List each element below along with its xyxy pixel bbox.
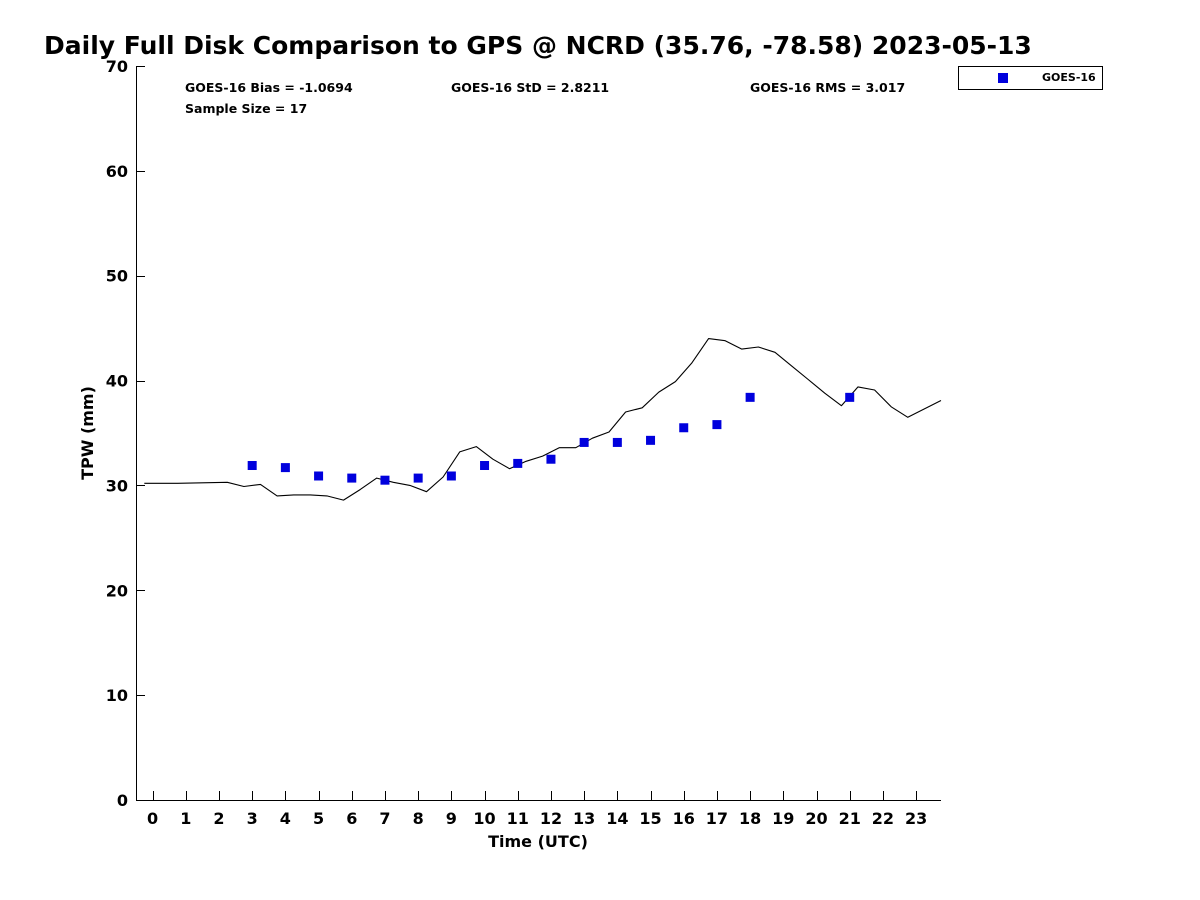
stat-sample-size: Sample Size = 17 [185,101,307,116]
x-axis: 0 1 2 3 4 5 6 7 8 9 10 11 12 13 14 15 16 17 18 19 20 21 22 23 [136,791,941,828]
x-tick-label: 16 [673,809,695,828]
goes16-data-point [480,461,490,471]
x-tick-label: 12 [540,809,562,828]
goes16-data-point [646,435,656,445]
y-tick-label: 20 [106,581,128,600]
gps-series-line [144,338,942,501]
legend-label-goes16: GOES-16 [1042,71,1096,84]
x-tick-label: 6 [346,809,357,828]
goes16-data-point [413,473,423,483]
stat-std: GOES-16 StD = 2.8211 [451,80,609,95]
x-tick-label: 2 [213,809,224,828]
goes16-data-point [280,463,290,473]
x-tick-label: 5 [313,809,324,828]
x-tick-label: 23 [905,809,927,828]
x-tick-label: 18 [739,809,761,828]
stat-rms: GOES-16 RMS = 3.017 [750,80,905,95]
legend-marker-square-icon [998,73,1008,83]
x-tick-label: 1 [180,809,191,828]
x-tick-label: 11 [507,809,529,828]
goes16-data-point [612,437,622,447]
x-tick-label: 7 [379,809,390,828]
x-tick-label: 0 [147,809,158,828]
y-tick-label: 30 [106,476,128,495]
x-tick-label: 15 [639,809,661,828]
legend: GOES-16 [958,66,1103,90]
x-tick-label: 21 [839,809,861,828]
goes16-data-point [745,392,755,402]
x-tick-label: 10 [473,809,495,828]
y-axis: 0 10 20 30 40 50 60 70 [106,57,145,810]
y-tick-label: 0 [117,791,128,810]
goes16-data-point [347,473,357,483]
x-tick-label: 8 [413,809,424,828]
goes16-data-point [380,475,390,485]
x-tick-label: 9 [446,809,457,828]
goes16-data-point [712,420,722,430]
goes16-data-point [679,423,689,433]
goes16-data-point [845,392,855,402]
y-tick-label: 40 [106,372,128,391]
goes16-data-point [579,437,589,447]
stat-bias: GOES-16 Bias = -1.0694 [185,80,353,95]
x-tick-label: 14 [606,809,628,828]
x-tick-label: 13 [573,809,595,828]
x-tick-label: 4 [280,809,291,828]
y-tick-label: 10 [106,686,128,705]
x-tick-label: 20 [805,809,827,828]
goes16-data-point [247,461,257,471]
y-tick-label: 70 [106,57,128,76]
goes16-data-point [446,471,456,481]
x-tick-label: 3 [247,809,258,828]
x-tick-label: 19 [772,809,794,828]
series-layer [144,338,942,501]
chart-title: Daily Full Disk Comparison to GPS @ NCRD… [44,31,1032,60]
plot-area: 0 1 2 3 4 5 6 7 8 9 10 11 12 13 14 15 16 17 18 19 20 21 22 23 0… [106,57,942,828]
x-axis-label: Time (UTC) [488,832,588,851]
goes16-data-point [546,454,556,464]
x-tick-label: 22 [872,809,894,828]
x-tick-label: 17 [706,809,728,828]
y-tick-label: 60 [106,162,128,181]
goes16-data-point [314,471,324,481]
y-axis-label: TPW (mm) [78,386,97,480]
legend-box [958,66,1103,90]
y-tick-label: 50 [106,267,128,286]
goes16-data-point [513,458,523,468]
